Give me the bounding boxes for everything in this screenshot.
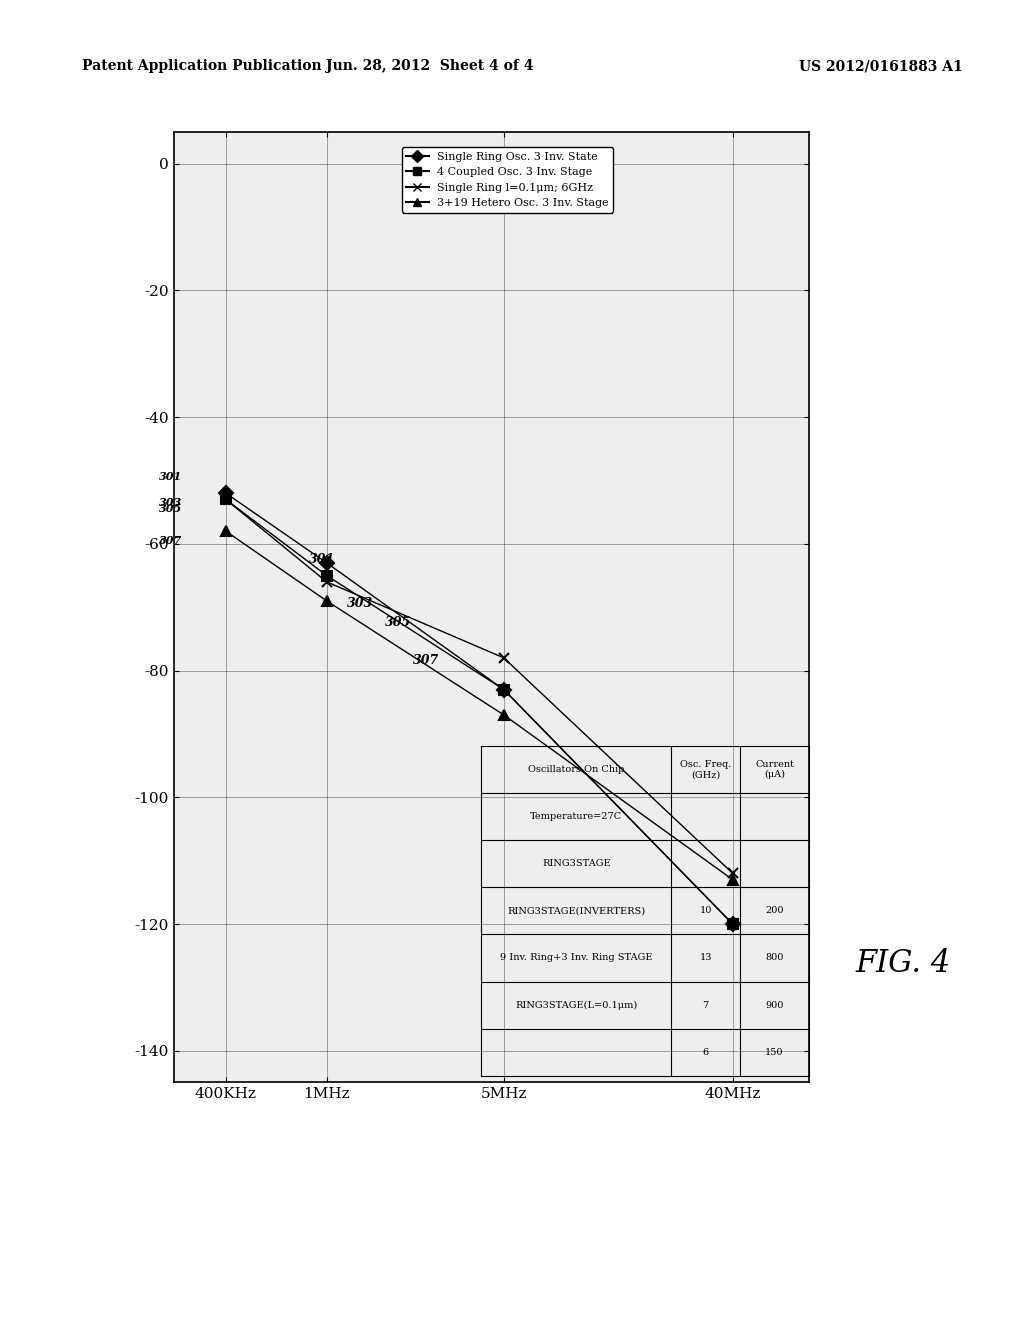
Text: Oscillators On Chip: Oscillators On Chip xyxy=(528,764,625,774)
Text: 7: 7 xyxy=(702,1001,709,1010)
Text: 303: 303 xyxy=(160,496,182,508)
Text: 900: 900 xyxy=(765,1001,783,1010)
Text: 301: 301 xyxy=(160,471,182,483)
Text: 303: 303 xyxy=(347,597,373,610)
Text: 10: 10 xyxy=(699,907,712,915)
Text: 6: 6 xyxy=(702,1048,709,1057)
Legend: Single Ring Osc. 3 Inv. State, 4 Coupled Osc. 3 Inv. Stage, Single Ring l=0.1μm;: Single Ring Osc. 3 Inv. State, 4 Coupled… xyxy=(401,147,613,213)
Text: RING3STAGE(INVERTERS): RING3STAGE(INVERTERS) xyxy=(507,907,645,915)
Text: RING3STAGE: RING3STAGE xyxy=(542,859,610,869)
Text: Jun. 28, 2012  Sheet 4 of 4: Jun. 28, 2012 Sheet 4 of 4 xyxy=(327,59,534,74)
Text: Current
(μA): Current (μA) xyxy=(755,759,794,779)
Text: Temperature=27C: Temperature=27C xyxy=(530,812,623,821)
Text: RING3STAGE(L=0.1μm): RING3STAGE(L=0.1μm) xyxy=(515,1001,637,1010)
Text: 301: 301 xyxy=(309,553,335,566)
Text: 13: 13 xyxy=(699,953,712,962)
Text: 305: 305 xyxy=(160,503,182,515)
Text: Osc. Freq.
(GHz): Osc. Freq. (GHz) xyxy=(680,760,731,779)
Text: Patent Application Publication: Patent Application Publication xyxy=(82,59,322,74)
Text: 150: 150 xyxy=(765,1048,783,1057)
Text: 307: 307 xyxy=(414,655,439,667)
Text: 200: 200 xyxy=(765,907,783,915)
Text: US 2012/0161883 A1: US 2012/0161883 A1 xyxy=(799,59,963,74)
Text: 307: 307 xyxy=(160,535,182,546)
Text: FIG. 4: FIG. 4 xyxy=(855,948,950,979)
Text: 9 Inv. Ring+3 Inv. Ring STAGE: 9 Inv. Ring+3 Inv. Ring STAGE xyxy=(500,953,652,962)
Text: 800: 800 xyxy=(765,953,783,962)
Text: 305: 305 xyxy=(385,616,412,630)
